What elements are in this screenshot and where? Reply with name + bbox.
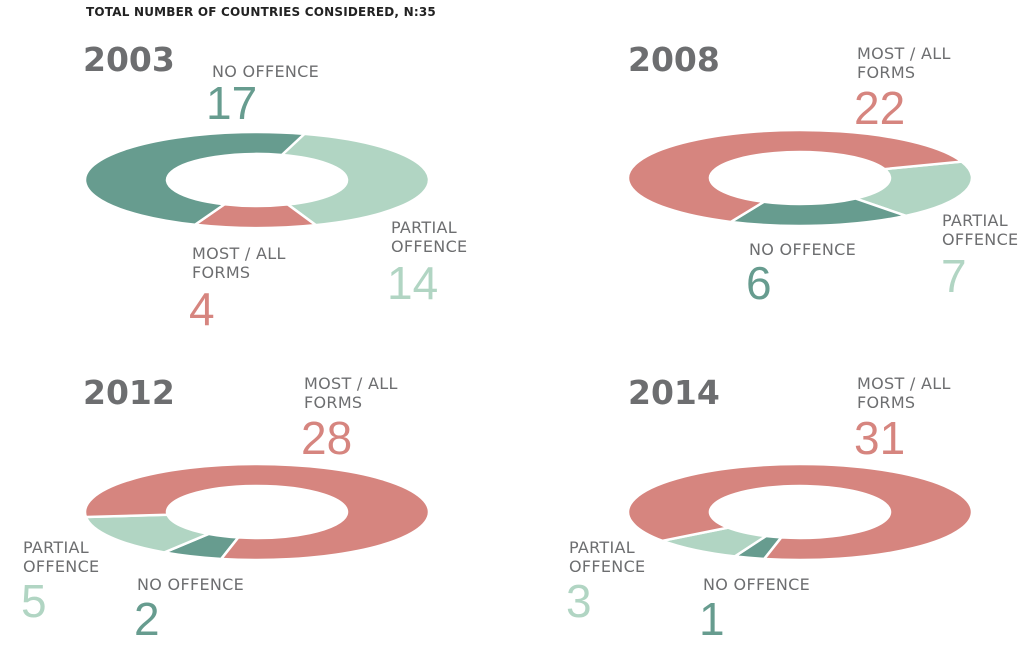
value-no-offence: 1 bbox=[699, 593, 725, 645]
label-partial-2: OFFENCE bbox=[23, 557, 100, 576]
value-no-offence: 6 bbox=[746, 257, 772, 309]
label-most-1: MOST / ALL bbox=[857, 44, 951, 63]
label-partial-2: OFFENCE bbox=[569, 557, 646, 576]
label-partial: PARTIAL OFFENCE bbox=[569, 538, 645, 576]
value-most-all: 4 bbox=[189, 283, 215, 335]
slice-2003-no bbox=[83, 130, 308, 227]
label-most-2: FORMS bbox=[192, 263, 251, 282]
slice-2008-most bbox=[626, 128, 965, 224]
label-most-2: FORMS bbox=[857, 393, 916, 412]
value-most-all: 31 bbox=[854, 412, 906, 464]
slice-2008-partial bbox=[850, 160, 974, 218]
value-most-all: 28 bbox=[301, 412, 353, 464]
label-partial-2: OFFENCE bbox=[391, 237, 468, 256]
year-2008: 2008 bbox=[628, 40, 720, 79]
year-2012: 2012 bbox=[83, 373, 175, 412]
label-most-all: MOST / ALL FORMS bbox=[857, 44, 951, 82]
label-most-1: MOST / ALL bbox=[304, 374, 398, 393]
value-no-offence: 17 bbox=[206, 77, 258, 129]
label-partial-1: PARTIAL bbox=[569, 538, 635, 557]
value-partial: 5 bbox=[21, 575, 47, 627]
label-no-offence: NO OFFENCE bbox=[703, 575, 811, 594]
label-partial-2: OFFENCE bbox=[942, 230, 1019, 249]
chart-title: TOTAL NUMBER OF COUNTRIES CONSIDERED, N:… bbox=[86, 5, 436, 19]
label-partial-1: PARTIAL bbox=[942, 211, 1008, 230]
label-most-1: MOST / ALL bbox=[857, 374, 951, 393]
label-partial-1: PARTIAL bbox=[391, 218, 457, 237]
label-most-2: FORMS bbox=[857, 63, 916, 82]
label-most-2: FORMS bbox=[304, 393, 363, 412]
label-most-all: MOST / ALL FORMS bbox=[857, 374, 951, 412]
label-partial-1: PARTIAL bbox=[23, 538, 89, 557]
value-most-all: 22 bbox=[854, 82, 906, 134]
label-most-1: MOST / ALL bbox=[192, 244, 286, 263]
label-partial: PARTIAL OFFENCE bbox=[23, 538, 99, 576]
slice-2012-most bbox=[83, 462, 431, 562]
year-2014: 2014 bbox=[628, 373, 720, 412]
value-partial: 14 bbox=[387, 257, 439, 309]
slice-2003-partial bbox=[278, 132, 431, 227]
value-partial: 7 bbox=[941, 250, 967, 302]
label-no-offence: NO OFFENCE bbox=[137, 575, 245, 594]
label-most-all: MOST / ALL FORMS bbox=[192, 244, 286, 282]
label-partial: PARTIAL OFFENCE bbox=[391, 218, 467, 256]
label-most-all: MOST / ALL FORMS bbox=[304, 374, 398, 412]
label-no-offence: NO OFFENCE bbox=[749, 240, 857, 259]
year-2003: 2003 bbox=[83, 40, 175, 79]
value-no-offence: 2 bbox=[134, 593, 160, 645]
slice-2014-most bbox=[626, 462, 974, 562]
label-partial: PARTIAL OFFENCE bbox=[942, 211, 1018, 249]
label-no-offence: NO OFFENCE bbox=[212, 62, 320, 81]
value-partial: 3 bbox=[566, 575, 592, 627]
